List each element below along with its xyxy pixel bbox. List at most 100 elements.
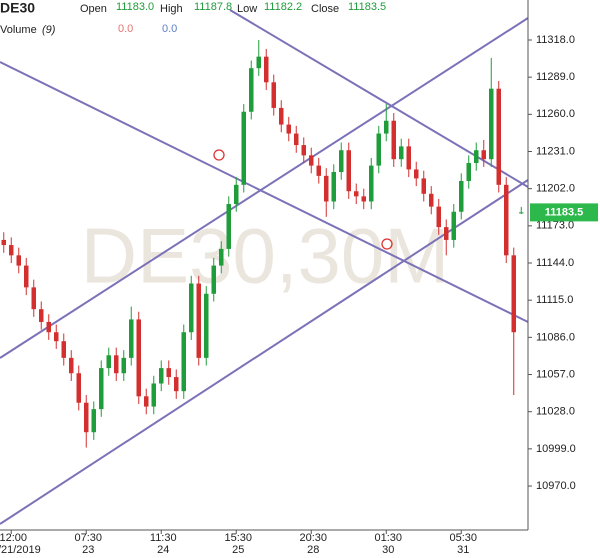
candle-body xyxy=(376,133,381,166)
candle-body xyxy=(421,178,426,194)
candle-body xyxy=(294,133,299,146)
candle-body xyxy=(219,248,224,266)
candle-body xyxy=(226,204,231,249)
price-tag xyxy=(530,203,598,222)
candle-body xyxy=(61,341,66,358)
candle-body xyxy=(361,196,366,202)
candle-body xyxy=(331,172,336,202)
candle-body xyxy=(69,357,74,374)
ohlc-label: High xyxy=(160,3,183,15)
volume-label: Volume xyxy=(0,24,37,36)
y-tick-label: 11115.0 xyxy=(536,294,573,306)
candle-body xyxy=(144,396,149,407)
x-date-label: 30 xyxy=(382,544,394,556)
header: DE30 Open 11183.0 High 11187.8 Low 11182… xyxy=(0,0,386,36)
ohlc-value: 11183.0 xyxy=(116,1,154,13)
y-tick-label: 11028.0 xyxy=(536,406,575,418)
candle-body xyxy=(511,255,516,333)
y-tick-label: 11260.0 xyxy=(536,108,575,120)
x-date-label: 25 xyxy=(232,544,244,556)
candle-body xyxy=(31,287,36,310)
marker xyxy=(381,238,393,250)
candle-body xyxy=(151,383,156,407)
y-tick-label: 11202.0 xyxy=(536,183,575,195)
y-tick-label: 11173.0 xyxy=(536,220,574,232)
candle-body xyxy=(114,355,119,374)
candle-body xyxy=(354,191,359,197)
volume-value: 0.0 xyxy=(162,23,177,35)
candle-body xyxy=(369,165,374,202)
ohlc-label: Low xyxy=(237,3,257,15)
x-tick-label: 11:30 xyxy=(150,532,177,544)
candle-body xyxy=(241,111,246,185)
candle-body xyxy=(189,283,194,333)
y-tick-label: 10999.0 xyxy=(536,443,576,455)
candle-body xyxy=(1,239,6,246)
candle-body xyxy=(519,212,524,214)
candle-body xyxy=(196,283,201,358)
x-tick-label: 07:30 xyxy=(74,532,102,544)
candle-body xyxy=(316,165,321,176)
candle-body xyxy=(24,265,29,288)
candle-body xyxy=(406,146,411,170)
candle-body xyxy=(159,368,164,384)
trend-line xyxy=(0,61,529,323)
candle-body xyxy=(286,124,291,134)
y-tick-label: 11057.0 xyxy=(536,368,575,380)
x-date-label: 28 xyxy=(307,544,319,556)
candle-body xyxy=(271,82,276,108)
candle-body xyxy=(39,309,44,322)
candle-body xyxy=(84,402,89,433)
candle-body xyxy=(256,56,261,69)
candle-body xyxy=(129,319,134,358)
candle-body xyxy=(211,265,216,294)
trend-line xyxy=(0,179,529,525)
candle-body xyxy=(436,206,441,228)
candle-body xyxy=(174,377,179,392)
ohlc-value: 11182.2 xyxy=(264,1,302,13)
candle-body xyxy=(504,184,509,256)
candle-body xyxy=(204,293,209,358)
candle-body xyxy=(9,245,14,256)
y-tick-label: 11231.0 xyxy=(536,145,575,157)
x-date-label: 31 xyxy=(457,544,469,556)
x-date-label: 24 xyxy=(157,544,169,556)
candle-body xyxy=(46,321,51,333)
volume-value: 0.0 xyxy=(118,23,133,35)
candle-body xyxy=(451,211,456,240)
candle-body xyxy=(136,319,141,397)
candle-body xyxy=(324,175,329,202)
candle-body xyxy=(249,68,254,112)
candle-body xyxy=(384,120,389,134)
candle-body xyxy=(466,163,471,181)
candle-body xyxy=(489,88,494,160)
candle-body xyxy=(54,332,59,342)
candle-body xyxy=(481,150,486,160)
x-date-label: 01/21/2019 xyxy=(0,544,41,556)
trend-lines xyxy=(0,9,529,525)
symbol: DE30 xyxy=(0,0,35,16)
candle-body xyxy=(474,150,479,164)
candle-body xyxy=(91,409,96,433)
volume-params: (9) xyxy=(42,24,56,36)
ohlc-value: 11183.5 xyxy=(348,1,386,13)
candle-body xyxy=(339,150,344,173)
trend-line xyxy=(0,17,529,359)
candle-body xyxy=(234,184,239,205)
candle-body xyxy=(414,169,419,179)
x-tick-label: 20:30 xyxy=(299,532,327,544)
candle-body xyxy=(181,332,186,392)
candle-body xyxy=(166,368,171,378)
y-tick-label: 11318.0 xyxy=(536,34,575,46)
candle-body xyxy=(121,357,126,374)
candle-body xyxy=(76,373,81,403)
candle-body xyxy=(399,146,404,160)
y-tick-label: 11289.0 xyxy=(536,71,575,83)
price-tag-label: 11183.5 xyxy=(545,206,584,218)
x-tick-label: 15:30 xyxy=(224,532,252,544)
watermark: DE30,30M xyxy=(81,212,450,300)
ohlc-label: Open xyxy=(80,3,107,15)
candle-body xyxy=(309,155,314,166)
candle-body xyxy=(459,180,464,212)
x-date-label: 23 xyxy=(82,544,94,556)
